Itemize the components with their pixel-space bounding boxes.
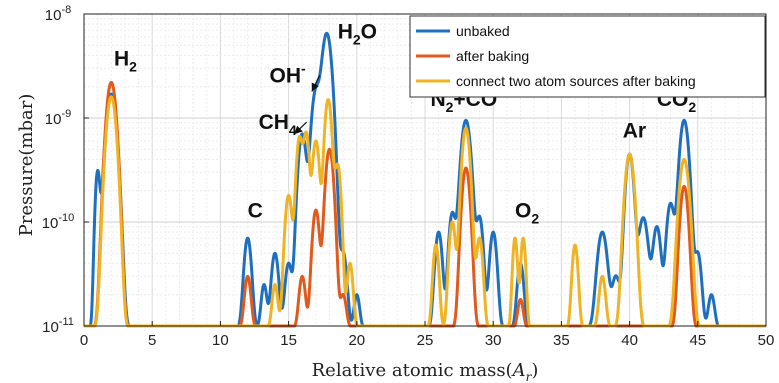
x-tick-label: 45	[689, 332, 706, 349]
legend-box	[409, 15, 766, 98]
legend-label: unbaked	[456, 23, 510, 39]
x-tick-label: 35	[553, 332, 570, 349]
y-tick-label: 10-10	[42, 212, 75, 232]
x-tick-label: 30	[485, 332, 502, 349]
annotation-label: O2	[515, 200, 539, 227]
y-tick-label: 10-9	[45, 108, 71, 128]
annotation-label: Ar	[623, 119, 646, 142]
annotation-label: OH-	[270, 60, 307, 87]
legend: unbaked after baking connect two atom sour…	[409, 15, 766, 98]
annotation-label: H2O	[338, 21, 377, 48]
y-tick-label: 10-8	[45, 4, 71, 24]
x-tick-label: 40	[621, 332, 638, 349]
annotation-label: H2	[114, 47, 137, 74]
x-tick-label: 5	[148, 332, 156, 349]
annotation-label: C	[248, 200, 263, 223]
legend-label: after baking	[456, 48, 529, 64]
x-axis-ticks: 0 5 10 15 20 25 30 35 40 45 50	[80, 321, 775, 349]
x-axis-title: Relative atomic mass(Ar)	[312, 360, 539, 383]
annotation-arrowhead	[294, 125, 303, 135]
x-tick-label: 15	[280, 332, 297, 349]
legend-label: connect two atom sources after baking	[456, 73, 696, 89]
y-tick-label: 10-11	[42, 316, 74, 336]
x-tick-label: 25	[417, 332, 434, 349]
x-tick-label: 10	[212, 332, 229, 349]
x-tick-label: 50	[758, 332, 775, 349]
annotation-arrowhead	[311, 82, 319, 92]
x-tick-label: 20	[348, 332, 365, 349]
y-axis-title: Pressure(mbar)	[16, 94, 37, 237]
x-tick-label: 0	[80, 332, 88, 349]
y-axis-ticks: 10-11 10-10 10-9 10-8	[42, 4, 89, 336]
annotation-label: CH4	[259, 111, 297, 138]
